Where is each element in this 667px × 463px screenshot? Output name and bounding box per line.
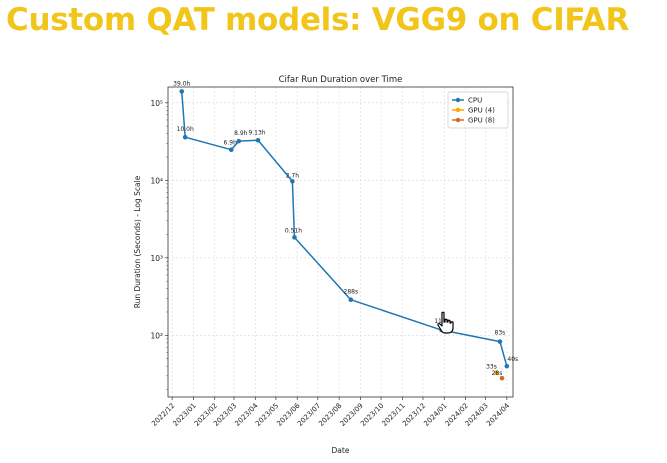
y-tick-label: 10² bbox=[150, 331, 163, 340]
data-label: 39.0h bbox=[173, 80, 190, 87]
data-label: 288s bbox=[344, 289, 359, 296]
series-line bbox=[180, 91, 508, 367]
x-axis-label: Date bbox=[332, 446, 350, 455]
data-point bbox=[497, 339, 503, 344]
data-label: 83s bbox=[495, 330, 506, 337]
data-point bbox=[228, 147, 234, 152]
data-point bbox=[182, 134, 188, 140]
legend-label: GPU (8) bbox=[468, 117, 495, 125]
data-point bbox=[292, 235, 297, 240]
data-label: 6.9h bbox=[224, 140, 238, 147]
hand-pointer-icon bbox=[437, 311, 454, 334]
data-label: 10.0h bbox=[177, 126, 194, 133]
y-axis-label: Run Duration (Seconds) - Log Scale bbox=[133, 175, 142, 308]
legend-swatch-marker bbox=[455, 107, 461, 113]
data-point bbox=[494, 370, 499, 375]
legend-swatch-marker bbox=[455, 117, 461, 123]
data-point bbox=[179, 89, 185, 94]
data-label: 2.7h bbox=[286, 172, 300, 179]
chart-title: Cifar Run Duration over Time bbox=[279, 75, 403, 85]
slide-title: Custom QAT models: VGG9 on CIFAR bbox=[6, 2, 630, 38]
plot-frame bbox=[167, 86, 514, 398]
data-label: 0.51h bbox=[285, 227, 302, 234]
data-label: 9.13h bbox=[248, 129, 265, 136]
y-tick-label: 10⁵ bbox=[150, 99, 163, 108]
y-tick-label: 10⁴ bbox=[150, 176, 163, 185]
data-label: 8.9h bbox=[234, 130, 248, 137]
y-tick-label: 10³ bbox=[150, 254, 163, 263]
data-label: 40s bbox=[507, 356, 518, 363]
legend-swatch-marker bbox=[455, 97, 461, 103]
x-tick-label: 2024/04 bbox=[485, 401, 512, 428]
data-point bbox=[236, 138, 242, 144]
data-point bbox=[504, 363, 510, 369]
legend-label: CPU bbox=[468, 97, 482, 105]
legend-label: GPU (4) bbox=[468, 107, 495, 115]
legend-box bbox=[447, 91, 509, 129]
data-label: 33s bbox=[486, 364, 497, 371]
data-point bbox=[499, 375, 505, 381]
data-point bbox=[348, 297, 354, 303]
data-point bbox=[255, 137, 261, 143]
data-label: 28s bbox=[492, 370, 503, 377]
data-point bbox=[290, 178, 295, 184]
